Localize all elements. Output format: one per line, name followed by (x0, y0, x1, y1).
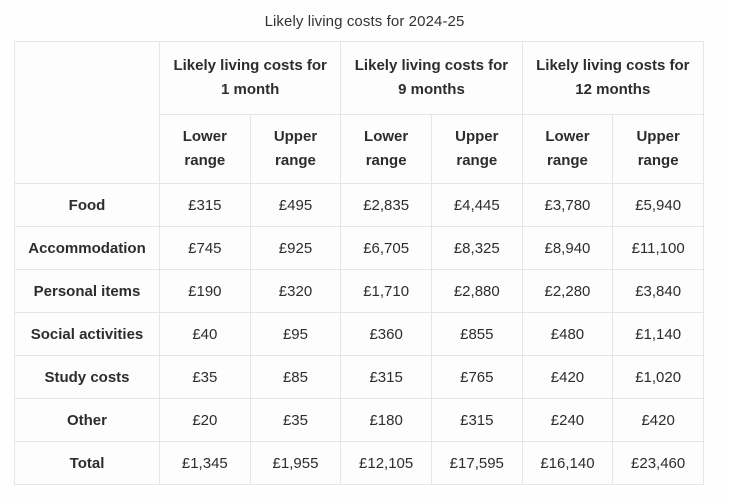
cost-value-cell: £23,460 (612, 441, 704, 485)
cost-value-cell: £420 (521, 355, 614, 399)
cost-value-cell: £1,140 (612, 312, 704, 356)
cost-value-cell: £95 (249, 312, 342, 356)
cost-value-cell: £180 (340, 398, 432, 442)
cost-value-cell: £12,105 (340, 441, 432, 485)
table-row: Total £1,345 £1,955 £12,105 £17,595 £16,140 £2… (14, 441, 704, 485)
cost-value-cell: £4,445 (430, 183, 523, 227)
cost-value-cell: £16,140 (521, 441, 614, 485)
table-row: Study costs £35 £85 £315 £765 £420 £1,020 (14, 355, 704, 399)
cost-value-cell: £420 (612, 398, 704, 442)
cost-value-cell: £745 (159, 226, 251, 270)
page: Likely living costs for 2024-25 Likely l… (14, 13, 705, 485)
cost-value-cell: £1,020 (612, 355, 704, 399)
cost-value-cell: £17,595 (430, 441, 523, 485)
row-label: Study costs (14, 355, 160, 399)
subcolumn-header: Lower range (521, 114, 614, 184)
corner-cell (14, 41, 160, 184)
table-row: Accommodation £745 £925 £6,705 £8,325 £8,940 £… (14, 226, 704, 270)
cost-value-cell: £315 (159, 183, 251, 227)
subcolumn-header: Upper range (249, 114, 342, 184)
sub-header-row: Lower range Upper range Lower range Upper r… (15, 114, 704, 184)
row-label: Total (14, 441, 160, 485)
table-head: Likely living costs for 1 month Likely li… (14, 41, 705, 184)
table-body: Food £315 £495 £2,835 £4,445 £3,780 £5,940 Acco… (14, 183, 704, 485)
group-header-row: Likely living costs for 1 month Likely li… (14, 41, 705, 184)
subcolumn-header: Upper range (612, 114, 704, 184)
cost-value-cell: £3,780 (521, 183, 614, 227)
cost-value-cell: £1,710 (340, 269, 432, 313)
cost-value-cell: £5,940 (612, 183, 704, 227)
column-group-header: Likely living costs for 12 months (521, 41, 705, 115)
cost-value-cell: £3,840 (612, 269, 704, 313)
table-row: Other £20 £35 £180 £315 £240 £420 (14, 398, 704, 442)
cost-value-cell: £855 (430, 312, 523, 356)
cost-value-cell: £1,955 (249, 441, 342, 485)
cost-value-cell: £315 (430, 398, 523, 442)
table-row: Food £315 £495 £2,835 £4,445 £3,780 £5,940 (14, 183, 704, 227)
living-costs-table: Likely living costs for 1 month Likely li… (14, 41, 705, 485)
row-label: Food (14, 183, 160, 227)
cost-value-cell: £765 (430, 355, 523, 399)
subcolumn-header: Lower range (159, 114, 251, 184)
cost-value-cell: £8,325 (430, 226, 523, 270)
cost-value-cell: £11,100 (612, 226, 704, 270)
subcolumn-header: Upper range (430, 114, 523, 184)
cost-value-cell: £495 (249, 183, 342, 227)
subcolumn-header: Lower range (340, 114, 432, 184)
cost-value-cell: £20 (159, 398, 251, 442)
table-row: Social activities £40 £95 £360 £855 £480 £1,14… (14, 312, 704, 356)
row-label: Social activities (14, 312, 160, 356)
cost-value-cell: £1,345 (159, 441, 251, 485)
cost-value-cell: £2,835 (340, 183, 432, 227)
column-group-header: Likely living costs for 9 months (340, 41, 523, 115)
cost-value-cell: £320 (249, 269, 342, 313)
cost-value-cell: £315 (340, 355, 432, 399)
row-label: Personal items (14, 269, 160, 313)
cost-value-cell: £6,705 (340, 226, 432, 270)
column-group-header: Likely living costs for 1 month (158, 41, 342, 115)
table-row: Personal items £190 £320 £1,710 £2,880 £2,280… (14, 269, 704, 313)
cost-value-cell: £35 (249, 398, 342, 442)
row-label: Other (14, 398, 160, 442)
cost-value-cell: £190 (159, 269, 251, 313)
cost-value-cell: £360 (340, 312, 432, 356)
cost-value-cell: £2,880 (430, 269, 523, 313)
cost-value-cell: £8,940 (521, 226, 614, 270)
row-label: Accommodation (14, 226, 160, 270)
cost-value-cell: £925 (249, 226, 342, 270)
cost-value-cell: £240 (521, 398, 614, 442)
cost-value-cell: £35 (159, 355, 251, 399)
cost-value-cell: £2,280 (521, 269, 614, 313)
page-title: Likely living costs for 2024-25 (264, 13, 465, 30)
cost-value-cell: £40 (159, 312, 251, 356)
cost-value-cell: £480 (521, 312, 614, 356)
cost-value-cell: £85 (249, 355, 342, 399)
